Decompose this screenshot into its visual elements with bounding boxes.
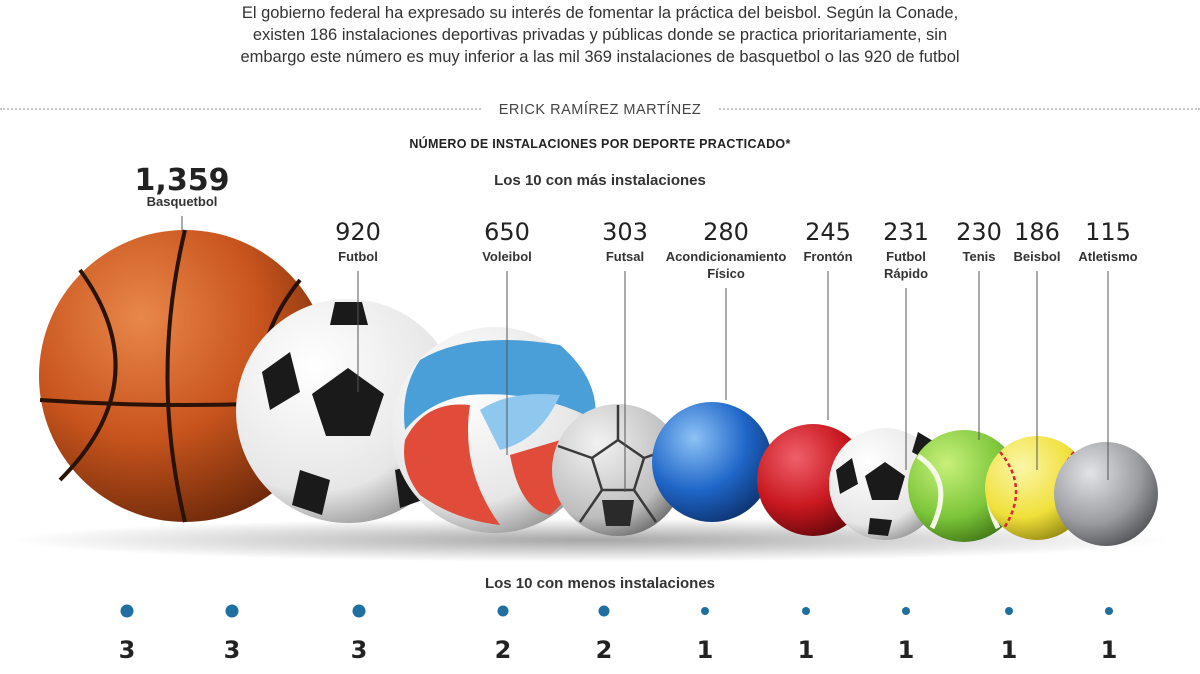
intro-line-3: embargo este número es muy inferior a la…: [240, 48, 960, 66]
bottom-dot: [497, 605, 509, 617]
category-label: Beisbol: [1014, 249, 1061, 264]
value-label: 115: [1085, 218, 1131, 246]
category-label: Voleibol: [482, 249, 532, 264]
value-label: 186: [1014, 218, 1060, 246]
bottom-ten-heading: Los 10 con menos instalaciones: [484, 575, 716, 592]
category-label: Futsal: [606, 249, 644, 264]
bottom-value-label: 1: [1001, 636, 1018, 664]
intro-text: El gobierno federal ha expresado su inte…: [150, 2, 1050, 68]
bottom-dot: [598, 605, 610, 617]
bottom-dot: [1105, 607, 1113, 615]
category-label: Basquetbol: [147, 194, 218, 209]
bottom-dot: [1005, 607, 1013, 615]
intro-line-2: existen 186 instalaciones deportivas pri…: [252, 26, 948, 44]
value-label: 920: [335, 218, 381, 246]
bottom-dot: [802, 607, 810, 615]
bottom-dot: [120, 604, 134, 618]
top-ten-heading: Los 10 con más instalaciones: [494, 172, 706, 189]
value-label: 245: [805, 218, 851, 246]
category-label: Físico: [707, 266, 745, 281]
category-label: Rápido: [884, 266, 928, 281]
bottom-value-label: 3: [351, 636, 368, 664]
bottom-value-label: 2: [495, 636, 512, 664]
bottom-value-label: 1: [697, 636, 714, 664]
bottom-dot: [701, 607, 709, 615]
category-label: Futbol: [338, 249, 378, 264]
bottom-dot: [352, 604, 366, 618]
category-label: Atletismo: [1078, 249, 1137, 264]
value-label: 1,359: [135, 163, 230, 198]
value-label: 231: [883, 218, 929, 246]
intro-line-1: El gobierno federal ha expresado su inte…: [241, 4, 959, 22]
value-label: 280: [703, 218, 749, 246]
category-label: Futbol: [886, 249, 926, 264]
futsal-ball-icon: [552, 404, 684, 536]
bottom-value-label: 1: [1101, 636, 1118, 664]
chart-title: NÚMERO DE INSTALACIONES POR DEPORTE PRAC…: [409, 137, 791, 151]
bottom-value-label: 3: [119, 636, 136, 664]
value-label: 303: [602, 218, 648, 246]
bottom-value-label: 1: [798, 636, 815, 664]
author-name: ERICK RAMÍREZ MARTÍNEZ: [482, 102, 718, 118]
bottom-value-label: 1: [898, 636, 915, 664]
bottom-dot: [902, 607, 910, 615]
byline: ERICK RAMÍREZ MARTÍNEZ: [0, 101, 1200, 119]
category-label: Acondicionamiento: [666, 249, 787, 264]
category-label: Frontón: [803, 249, 852, 264]
category-label: Tenis: [963, 249, 996, 264]
fitness-ball-icon: [652, 402, 772, 522]
bottom-dot: [225, 604, 239, 618]
value-label: 650: [484, 218, 530, 246]
bottom-value-label: 3: [224, 636, 241, 664]
shot-put-icon: [1054, 442, 1158, 546]
value-label: 230: [956, 218, 1002, 246]
volleyball-icon: [392, 327, 598, 533]
bottom-value-label: 2: [596, 636, 613, 664]
